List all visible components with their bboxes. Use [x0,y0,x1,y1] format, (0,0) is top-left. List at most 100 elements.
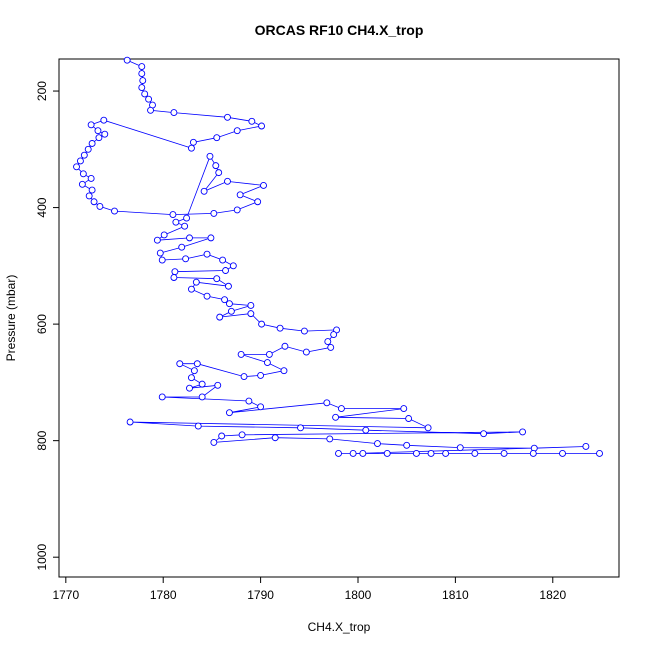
data-point [280,367,288,375]
data-point [227,307,235,315]
data-point [94,127,102,135]
data-point [203,292,211,300]
data-point [219,256,227,264]
data-point [203,250,211,258]
data-point [206,152,214,160]
data-point [405,415,413,422]
data-point [383,450,391,457]
data-point [85,192,93,200]
data-point [210,209,218,217]
data-point [100,116,108,124]
chart-title: ORCAS RF10 CH4.X_trop [255,22,424,38]
data-point [170,109,178,117]
data-point [190,367,198,375]
data-point [254,198,262,206]
data-point [213,275,221,283]
data-point [160,231,168,239]
data-point [225,300,233,308]
data-point [139,77,147,85]
data-point [170,274,178,281]
data-point [171,268,179,276]
data-point [188,285,195,293]
data-point [247,302,255,309]
data-point [225,409,233,417]
data-point [176,360,184,368]
data-point [222,267,229,274]
data-point [559,450,566,457]
data-point [240,373,248,381]
data-point [138,84,146,92]
data-point [95,134,103,142]
data-point [156,249,164,257]
data-point [258,122,266,130]
data-point [519,428,527,436]
x-tick-label: 1790 [247,588,274,602]
y-tick-label: 1000 [35,544,49,571]
data-point [374,440,381,448]
data-point [335,450,342,457]
x-tick-label: 1810 [442,588,469,602]
data-point [213,134,221,142]
data-point [183,214,191,222]
x-tick-label: 1770 [52,588,79,602]
y-tick-label: 400 [35,197,49,217]
data-point [233,206,241,214]
data-point [158,393,166,401]
data-point [412,450,420,457]
data-point [248,117,256,125]
data-point [400,405,408,413]
data-point [276,324,284,332]
data-point [427,450,435,457]
data-point [471,450,479,457]
data-point [194,422,202,430]
data-point [153,236,161,244]
data-point [90,198,98,206]
data-point [337,405,345,413]
data-point [258,320,266,328]
data-point [529,450,537,457]
data-point [300,327,308,335]
data-point [101,130,109,138]
data-point [182,255,190,263]
data-point [500,450,508,457]
data-point [198,393,206,401]
data-point [192,278,200,286]
data-point [212,162,220,170]
data-point [582,443,590,450]
data-point [236,191,244,199]
y-tick-label: 800 [35,430,49,450]
data-point [221,296,229,304]
data-point [145,95,153,103]
data-point [265,350,273,358]
data-point [260,181,267,189]
data-point [332,413,340,421]
data-point [480,430,488,438]
data-point [96,202,104,210]
data-point [189,138,197,146]
data-point [224,177,231,185]
data-point [188,144,195,152]
data-point [324,338,332,346]
data-point [302,348,310,356]
data-point [193,360,201,368]
data-point [78,180,86,188]
data-point [247,310,255,318]
data-point [229,262,237,270]
data-point [88,186,96,194]
data-point [326,435,334,443]
plot-frame [58,58,620,578]
data-point [188,374,195,382]
data-point [281,342,289,350]
data-point [456,444,464,452]
data-point [214,381,222,389]
data-point [271,434,279,442]
y-tick-label: 200 [35,81,49,101]
data-point [224,113,231,121]
data-point [141,90,149,98]
data-point [210,438,218,446]
data-point [200,187,208,195]
data-point [169,211,177,219]
data-point [297,424,304,432]
data-point [79,170,87,178]
